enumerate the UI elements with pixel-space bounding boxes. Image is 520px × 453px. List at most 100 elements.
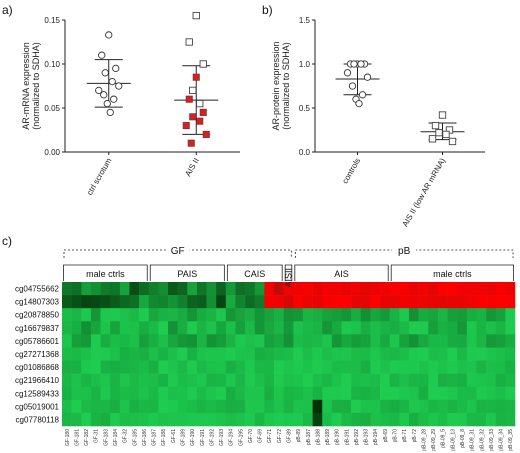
heatmap-cell (495, 295, 506, 309)
heatmap-cell (254, 360, 265, 374)
heatmap-cell (235, 386, 246, 401)
heatmap-cell (177, 412, 188, 427)
heatmap-cell (447, 347, 458, 361)
heatmap-cell (225, 282, 236, 296)
heatmap-cell (216, 412, 227, 427)
heatmap-cell (505, 373, 516, 388)
heatmap-cell (495, 321, 506, 335)
heatmap-cell (100, 373, 111, 388)
heatmap-cell (457, 360, 468, 374)
heatmap-cell (389, 360, 400, 374)
heatmap-cell (168, 373, 178, 388)
panel-label-b: b) (262, 3, 273, 17)
heatmap-row-label: cg12589433 (15, 389, 60, 398)
x-tick-label: AIS II (183, 157, 201, 178)
heatmap-column-label: GF-61 (171, 429, 177, 443)
data-point (192, 11, 200, 20)
heatmap-cell (245, 334, 256, 348)
heatmap-cell (408, 412, 419, 427)
heatmap-cell (437, 373, 448, 388)
heatmap-cell (129, 282, 140, 296)
heatmap-cell (235, 282, 246, 296)
heatmap-cell (90, 412, 101, 427)
heatmap-cell (457, 308, 468, 322)
heatmap-column-label: pB-09_33 (489, 429, 495, 451)
heatmap-cell (216, 386, 227, 401)
heatmap-column-label: GF-184 (113, 429, 119, 446)
heatmap-cell (399, 386, 410, 401)
heatmap-cell (168, 321, 178, 335)
heatmap-cell (312, 282, 323, 296)
heatmap-cell (158, 308, 169, 322)
heatmap-cell (495, 308, 506, 322)
heatmap-cell (235, 334, 246, 348)
heatmap-cell (466, 321, 477, 335)
heatmap-cell (351, 308, 362, 322)
heatmap-cell (341, 295, 352, 309)
data-point (187, 139, 195, 147)
y-axis-title-line: AR-protein expression (271, 41, 281, 130)
heatmap-cell (505, 412, 516, 427)
panel-b-scatter: 0.0 0.5 1.0 1.5 AR-protein expression (normal… (271, 16, 485, 228)
heatmap-cell (418, 386, 429, 401)
heatmap-cell (283, 321, 294, 335)
heatmap-cell (274, 308, 284, 322)
heatmap-cell (428, 308, 439, 322)
heatmap-cell (187, 360, 198, 374)
heatmap-cell (312, 360, 323, 374)
heatmap-cell (466, 308, 477, 322)
heatmap-cell (331, 334, 342, 348)
heatmap-cell (235, 360, 246, 374)
heatmap-cell (341, 308, 352, 322)
heatmap-cell (418, 347, 429, 361)
heatmap-column-label: pB-72 (412, 429, 418, 443)
heatmap-cell (341, 334, 352, 348)
heatmap-cell (129, 373, 140, 388)
heatmap-cell (177, 308, 188, 322)
heatmap-cell (302, 399, 313, 414)
heatmap-cell (302, 295, 313, 309)
heatmap-column-label: pB-09_28 (421, 429, 427, 451)
heatmap-cell (380, 282, 391, 296)
heatmap-cell (360, 321, 371, 335)
heatmap-cell (312, 308, 323, 322)
heatmap-cell (476, 360, 487, 374)
heatmap-cell (62, 360, 72, 374)
heatmap-cell (168, 412, 178, 427)
heatmap-cell (476, 412, 487, 427)
heatmap-cell (495, 412, 506, 427)
heatmap-cell (119, 386, 130, 401)
heatmap-cell (254, 282, 265, 296)
heatmap-cell (206, 334, 217, 348)
heatmap-cell (100, 347, 111, 361)
heatmap-cell (264, 308, 275, 322)
heatmap-cell (351, 386, 362, 401)
heatmap-cell (81, 373, 92, 388)
heatmap-cell (81, 412, 92, 427)
heatmap-cell (418, 308, 429, 322)
heatmap-cell (486, 360, 497, 374)
heatmap-cell (119, 321, 130, 335)
heatmap-cell (119, 308, 130, 322)
heatmap-cell (225, 321, 236, 335)
heatmap-cell (380, 347, 391, 361)
heatmap-cell (129, 386, 140, 401)
heatmap-cell (302, 282, 313, 296)
heatmap-cell (235, 347, 246, 361)
heatmap-cell (206, 399, 217, 414)
heatmap-cell (148, 386, 159, 401)
heatmap-cell (389, 282, 400, 296)
heatmap-cell (399, 308, 410, 322)
heatmap-cell (216, 308, 227, 322)
heatmap-cell (293, 360, 304, 374)
data-point (106, 108, 114, 117)
heatmap-cell (312, 295, 323, 309)
heatmap-cell (158, 295, 169, 309)
heatmap-cell (119, 360, 130, 374)
heatmap-cell (322, 321, 333, 335)
heatmap-cell (293, 412, 304, 427)
heatmap-cell (81, 399, 92, 414)
data-point (358, 91, 367, 99)
heatmap-cell (148, 308, 159, 322)
heatmap-cell (370, 360, 381, 374)
